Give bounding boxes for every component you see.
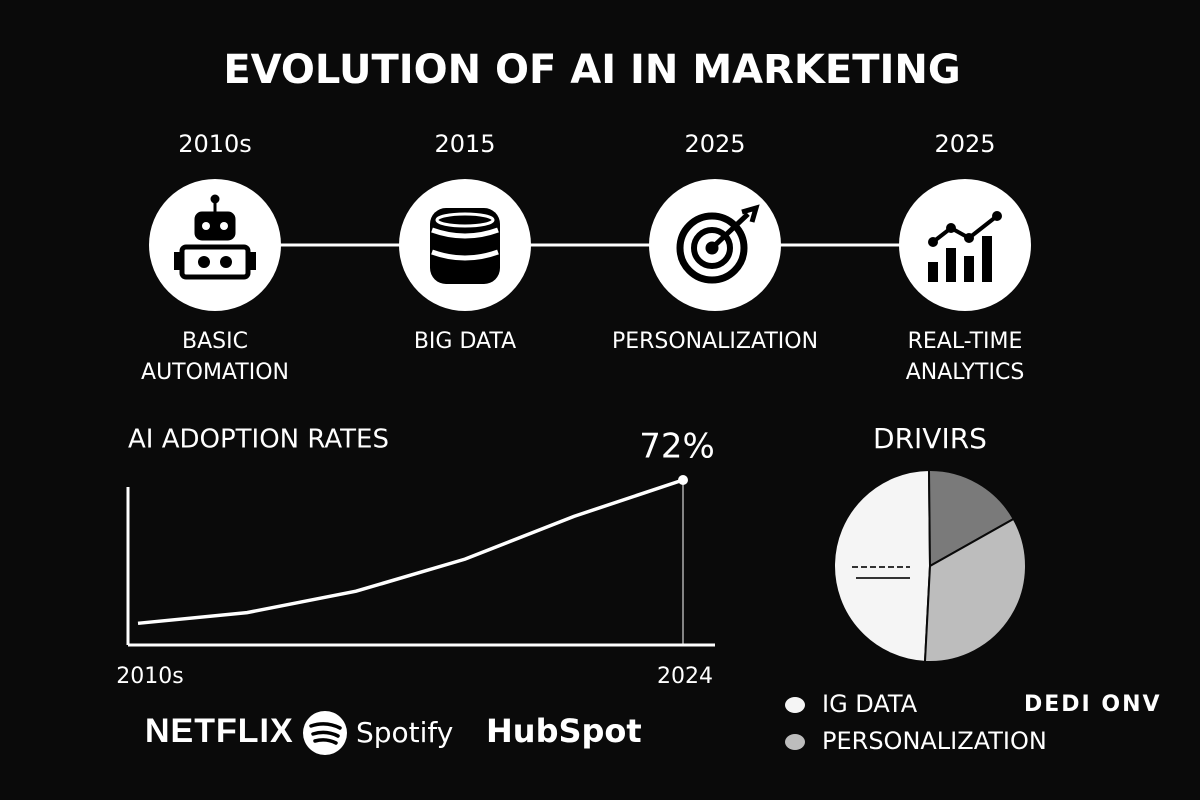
- pie-slice: [927, 469, 1016, 568]
- timeline-label: BASIC: [182, 329, 248, 354]
- timeline-year: 2015: [434, 130, 495, 158]
- analytics-icon: [928, 211, 1002, 282]
- brand-logo: NETFLIX: [145, 712, 294, 750]
- legend-swatch: [785, 697, 805, 713]
- pie-slice: [833, 468, 932, 663]
- timeline-year: 2025: [934, 130, 995, 158]
- timeline-year: 2010s: [178, 130, 252, 158]
- timeline-label: ANALYTICS: [906, 360, 1025, 385]
- spotify-logo: [303, 711, 347, 755]
- brand-logo: Spotify: [356, 716, 453, 749]
- database-icon: [430, 208, 500, 284]
- annotation: DEDI ONV: [1024, 692, 1162, 717]
- x-tick-label: 2024: [657, 664, 713, 689]
- chart-title: AI ADOPTION RATES: [128, 425, 389, 455]
- timeline-label: BIG DATA: [414, 329, 516, 354]
- target-icon: [676, 204, 760, 284]
- adoption-line: [137, 478, 684, 626]
- title: EVOLUTION OF AI IN MARKETING: [223, 47, 960, 93]
- pie-slice: [923, 517, 1027, 663]
- timeline-circle: [899, 179, 1031, 311]
- timeline-year: 2025: [684, 130, 745, 158]
- legend-swatch: [785, 734, 805, 750]
- value-label: 72%: [639, 427, 715, 467]
- chart-title: DRIVIRS: [873, 422, 987, 455]
- timeline-label: PERSONALIZATION: [612, 329, 818, 354]
- brand-logo: HubSpot: [486, 712, 642, 750]
- robot-icon: [174, 194, 256, 280]
- timeline-label: AUTOMATION: [141, 360, 289, 385]
- end-point: [678, 475, 688, 485]
- legend-label: IG DATA: [822, 690, 918, 718]
- x-tick-label: 2010s: [116, 664, 183, 689]
- timeline-label: REAL-TIME: [908, 329, 1023, 354]
- legend-label: PERSONALIZATION: [822, 727, 1047, 755]
